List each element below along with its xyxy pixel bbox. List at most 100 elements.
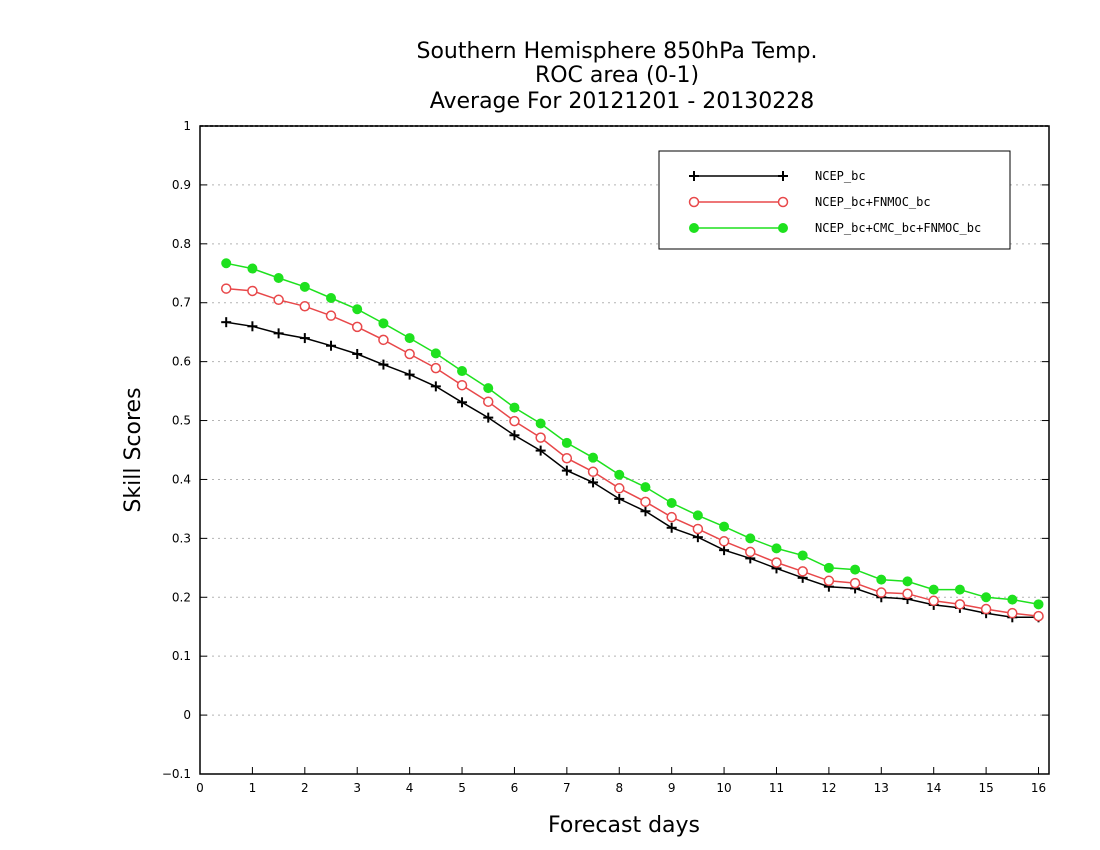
data-point bbox=[1007, 594, 1018, 605]
legend-marker-end bbox=[777, 196, 789, 208]
data-point bbox=[273, 294, 284, 306]
legend-marker-end bbox=[778, 223, 788, 233]
data-point bbox=[457, 366, 468, 377]
y-tick-label: −0.1 bbox=[162, 767, 191, 781]
data-point bbox=[718, 536, 730, 547]
data-point bbox=[220, 283, 232, 294]
data-point bbox=[482, 396, 494, 407]
data-point bbox=[430, 381, 441, 392]
data-point bbox=[430, 362, 442, 374]
legend-marker-start bbox=[689, 171, 699, 181]
data-point bbox=[771, 543, 782, 554]
data-point bbox=[273, 328, 284, 339]
data-point bbox=[483, 412, 494, 423]
data-point bbox=[299, 301, 311, 312]
chart-title: Southern Hemisphere 850hPa Temp. ROC are… bbox=[417, 39, 818, 114]
x-tick-label: 0 bbox=[196, 781, 204, 795]
data-point bbox=[876, 587, 887, 598]
data-point bbox=[325, 310, 337, 321]
legend: NCEP_bc NCEP_bc+FNMOC_bc NCEP_bc+CMC_bc+FN… bbox=[658, 150, 1011, 250]
data-point bbox=[483, 383, 494, 394]
data-point bbox=[692, 510, 703, 521]
y-tick-label: 0.7 bbox=[172, 296, 191, 310]
x-tick-label: 12 bbox=[821, 781, 836, 795]
data-point bbox=[509, 402, 520, 413]
data-point bbox=[719, 545, 730, 556]
data-point bbox=[378, 318, 389, 329]
legend-label: NCEP_bc+FNMOC_bc bbox=[815, 195, 931, 209]
x-tick-label: 3 bbox=[353, 781, 361, 795]
data-point bbox=[1033, 599, 1044, 610]
data-point bbox=[535, 418, 546, 429]
data-point bbox=[666, 522, 677, 533]
legend-entry: NCEP_bc+FNMOC_bc bbox=[688, 195, 931, 209]
data-point bbox=[849, 577, 861, 589]
legend-box bbox=[658, 150, 1011, 250]
data-point bbox=[797, 550, 808, 561]
data-point bbox=[456, 379, 468, 391]
x-tick-label: 13 bbox=[874, 781, 889, 795]
series-line bbox=[226, 321, 1039, 619]
data-point bbox=[509, 415, 520, 427]
data-point bbox=[561, 452, 573, 464]
y-tick-label: 0.4 bbox=[172, 472, 191, 486]
data-point bbox=[535, 445, 546, 456]
data-point bbox=[666, 498, 677, 509]
series-2 bbox=[220, 283, 1044, 622]
x-axis: 0 1 2 3 4 5 6 7 8 9 10 11 12 13 14 15 16 bbox=[196, 767, 1046, 795]
data-point bbox=[404, 333, 415, 344]
legend-marker-start bbox=[689, 223, 699, 233]
data-point bbox=[457, 397, 468, 408]
data-point bbox=[221, 258, 232, 269]
x-tick-label: 15 bbox=[978, 781, 993, 795]
x-tick-label: 9 bbox=[668, 781, 676, 795]
x-tick-label: 1 bbox=[249, 781, 257, 795]
data-point bbox=[640, 506, 651, 517]
y-tick-label: 0.9 bbox=[172, 178, 191, 192]
data-point bbox=[980, 603, 992, 615]
x-tick-label: 10 bbox=[716, 781, 731, 795]
data-point bbox=[588, 452, 599, 463]
y-tick-label: 0.2 bbox=[172, 590, 191, 604]
x-tick-label: 14 bbox=[926, 781, 941, 795]
x-tick-label: 16 bbox=[1031, 781, 1046, 795]
series-1 bbox=[221, 317, 1044, 623]
data-point bbox=[981, 592, 992, 603]
y-tick-label: 0.5 bbox=[172, 414, 191, 428]
data-point bbox=[614, 483, 625, 494]
data-point bbox=[404, 369, 415, 380]
series-line bbox=[226, 287, 1039, 617]
y-axis-label: Skill Scores bbox=[121, 387, 146, 512]
data-point bbox=[928, 595, 939, 607]
series-layer bbox=[220, 258, 1044, 623]
data-point bbox=[850, 564, 861, 575]
legend-marker-start bbox=[688, 196, 700, 208]
data-point bbox=[351, 321, 363, 333]
x-tick-label: 11 bbox=[769, 781, 784, 795]
data-point bbox=[588, 477, 599, 488]
data-point bbox=[378, 334, 389, 346]
legend-label: NCEP_bc+CMC_bc+FNMOC_bc bbox=[815, 221, 981, 235]
data-point bbox=[247, 263, 258, 274]
data-point bbox=[614, 493, 625, 504]
data-point bbox=[1007, 607, 1018, 619]
data-point bbox=[299, 281, 310, 292]
data-point bbox=[247, 321, 258, 332]
series-3 bbox=[221, 258, 1044, 610]
data-point bbox=[247, 285, 258, 297]
legend-entry: NCEP_bc+CMC_bc+FNMOC_bc bbox=[689, 221, 981, 235]
chart-title-line-3: Average For 20121201 - 20130228 bbox=[430, 89, 815, 114]
y-tick-label: 0.8 bbox=[172, 237, 191, 251]
data-point bbox=[640, 482, 651, 493]
data-point bbox=[771, 557, 782, 568]
data-point bbox=[640, 496, 651, 508]
data-point bbox=[745, 533, 756, 544]
data-point bbox=[535, 432, 546, 443]
data-point bbox=[745, 546, 756, 558]
data-point bbox=[823, 562, 834, 573]
data-point bbox=[692, 523, 704, 535]
data-point bbox=[666, 511, 677, 523]
x-tick-label: 6 bbox=[511, 781, 519, 795]
data-point bbox=[299, 333, 310, 344]
